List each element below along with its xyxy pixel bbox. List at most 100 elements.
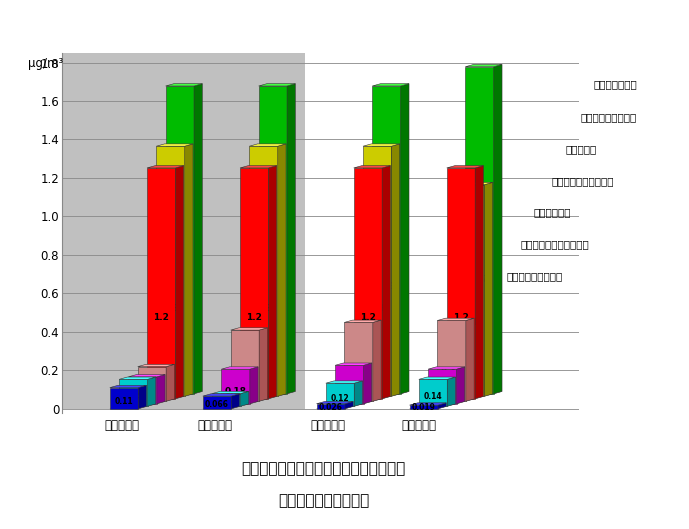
Polygon shape	[438, 318, 474, 321]
Text: 塗化メチル: 塗化メチル	[566, 144, 597, 154]
Text: 0.42: 0.42	[440, 369, 463, 378]
Polygon shape	[165, 391, 203, 394]
Polygon shape	[409, 406, 446, 409]
Polygon shape	[428, 369, 457, 404]
Text: 0.20: 0.20	[338, 386, 360, 395]
Polygon shape	[138, 367, 166, 402]
Polygon shape	[203, 394, 240, 396]
Text: 1.6: 1.6	[172, 281, 188, 290]
Polygon shape	[409, 403, 446, 405]
Polygon shape	[138, 399, 174, 402]
Polygon shape	[456, 394, 493, 396]
Polygon shape	[258, 84, 296, 86]
Polygon shape	[110, 385, 147, 388]
Polygon shape	[344, 322, 373, 402]
Polygon shape	[316, 404, 345, 409]
Polygon shape	[138, 364, 174, 367]
Text: 1.2: 1.2	[153, 314, 169, 323]
Polygon shape	[438, 399, 474, 402]
Polygon shape	[494, 65, 502, 394]
Polygon shape	[176, 166, 184, 399]
Polygon shape	[259, 328, 267, 402]
Text: 0.14: 0.14	[124, 393, 143, 402]
Polygon shape	[326, 383, 354, 406]
Polygon shape	[232, 394, 240, 409]
Polygon shape	[249, 394, 286, 396]
Text: 池上測定局: 池上測定局	[104, 419, 139, 432]
Polygon shape	[287, 84, 296, 394]
Text: 大師測定局: 大師測定局	[197, 419, 232, 432]
Text: 中原測定局: 中原測定局	[311, 419, 346, 432]
Text: 1.3: 1.3	[369, 304, 385, 313]
Polygon shape	[428, 402, 465, 404]
Text: 0.066: 0.066	[214, 397, 238, 406]
Text: 1.1: 1.1	[462, 318, 478, 327]
Polygon shape	[391, 144, 400, 396]
Polygon shape	[465, 67, 494, 394]
Polygon shape	[156, 144, 193, 146]
Text: 0.37: 0.37	[234, 372, 256, 381]
Polygon shape	[156, 394, 193, 396]
Polygon shape	[166, 364, 174, 402]
Polygon shape	[484, 183, 493, 396]
Polygon shape	[466, 318, 474, 402]
Polygon shape	[138, 385, 147, 409]
Polygon shape	[278, 144, 286, 396]
Polygon shape	[128, 375, 165, 377]
Polygon shape	[147, 377, 156, 406]
Polygon shape	[372, 86, 401, 394]
Text: μg/m³: μg/m³	[28, 57, 63, 70]
Text: 多摩測定局: 多摩測定局	[401, 419, 436, 432]
Polygon shape	[221, 402, 258, 404]
Polygon shape	[363, 146, 391, 396]
Text: 0.026: 0.026	[319, 403, 342, 412]
Polygon shape	[447, 377, 455, 406]
Polygon shape	[212, 404, 249, 406]
Polygon shape	[147, 166, 184, 168]
Polygon shape	[258, 391, 296, 394]
Polygon shape	[353, 168, 382, 399]
Polygon shape	[353, 166, 391, 168]
Polygon shape	[212, 391, 249, 394]
Polygon shape	[364, 363, 372, 404]
Polygon shape	[372, 391, 409, 394]
Polygon shape	[203, 406, 240, 409]
Polygon shape	[438, 403, 446, 409]
Polygon shape	[326, 381, 362, 383]
Polygon shape	[446, 168, 475, 399]
Polygon shape	[353, 396, 391, 399]
Polygon shape	[185, 144, 193, 396]
Text: 0.18: 0.18	[141, 385, 163, 394]
Polygon shape	[119, 379, 147, 406]
Polygon shape	[240, 166, 277, 168]
Polygon shape	[231, 328, 267, 330]
Polygon shape	[221, 367, 258, 369]
Text: 0.18: 0.18	[225, 387, 247, 396]
Polygon shape	[110, 406, 147, 409]
Polygon shape	[382, 166, 391, 399]
Polygon shape	[240, 396, 277, 399]
Text: 1.6: 1.6	[265, 281, 281, 290]
Polygon shape	[438, 321, 466, 402]
Text: １，２ージクロロエタン: １，２ージクロロエタン	[520, 240, 589, 249]
Polygon shape	[316, 402, 353, 404]
Polygon shape	[363, 394, 400, 396]
Text: 0.11: 0.11	[114, 397, 134, 406]
Polygon shape	[409, 405, 438, 409]
Polygon shape	[221, 369, 250, 404]
Text: 平成２３年度有害大気汚染物質年平均値: 平成２３年度有害大気汚染物質年平均値	[242, 461, 406, 477]
Text: 塗化ビニルモノマー: 塗化ビニルモノマー	[506, 271, 563, 281]
Text: 1.2: 1.2	[453, 314, 469, 323]
Polygon shape	[335, 363, 372, 366]
Polygon shape	[419, 379, 447, 406]
Polygon shape	[401, 84, 409, 394]
Text: 1.6: 1.6	[378, 281, 395, 290]
Polygon shape	[446, 166, 484, 168]
Polygon shape	[354, 381, 362, 406]
Polygon shape	[428, 367, 465, 369]
Polygon shape	[419, 377, 455, 379]
Polygon shape	[231, 330, 259, 402]
Polygon shape	[456, 185, 484, 396]
Polygon shape	[212, 394, 240, 406]
Polygon shape	[345, 402, 353, 409]
